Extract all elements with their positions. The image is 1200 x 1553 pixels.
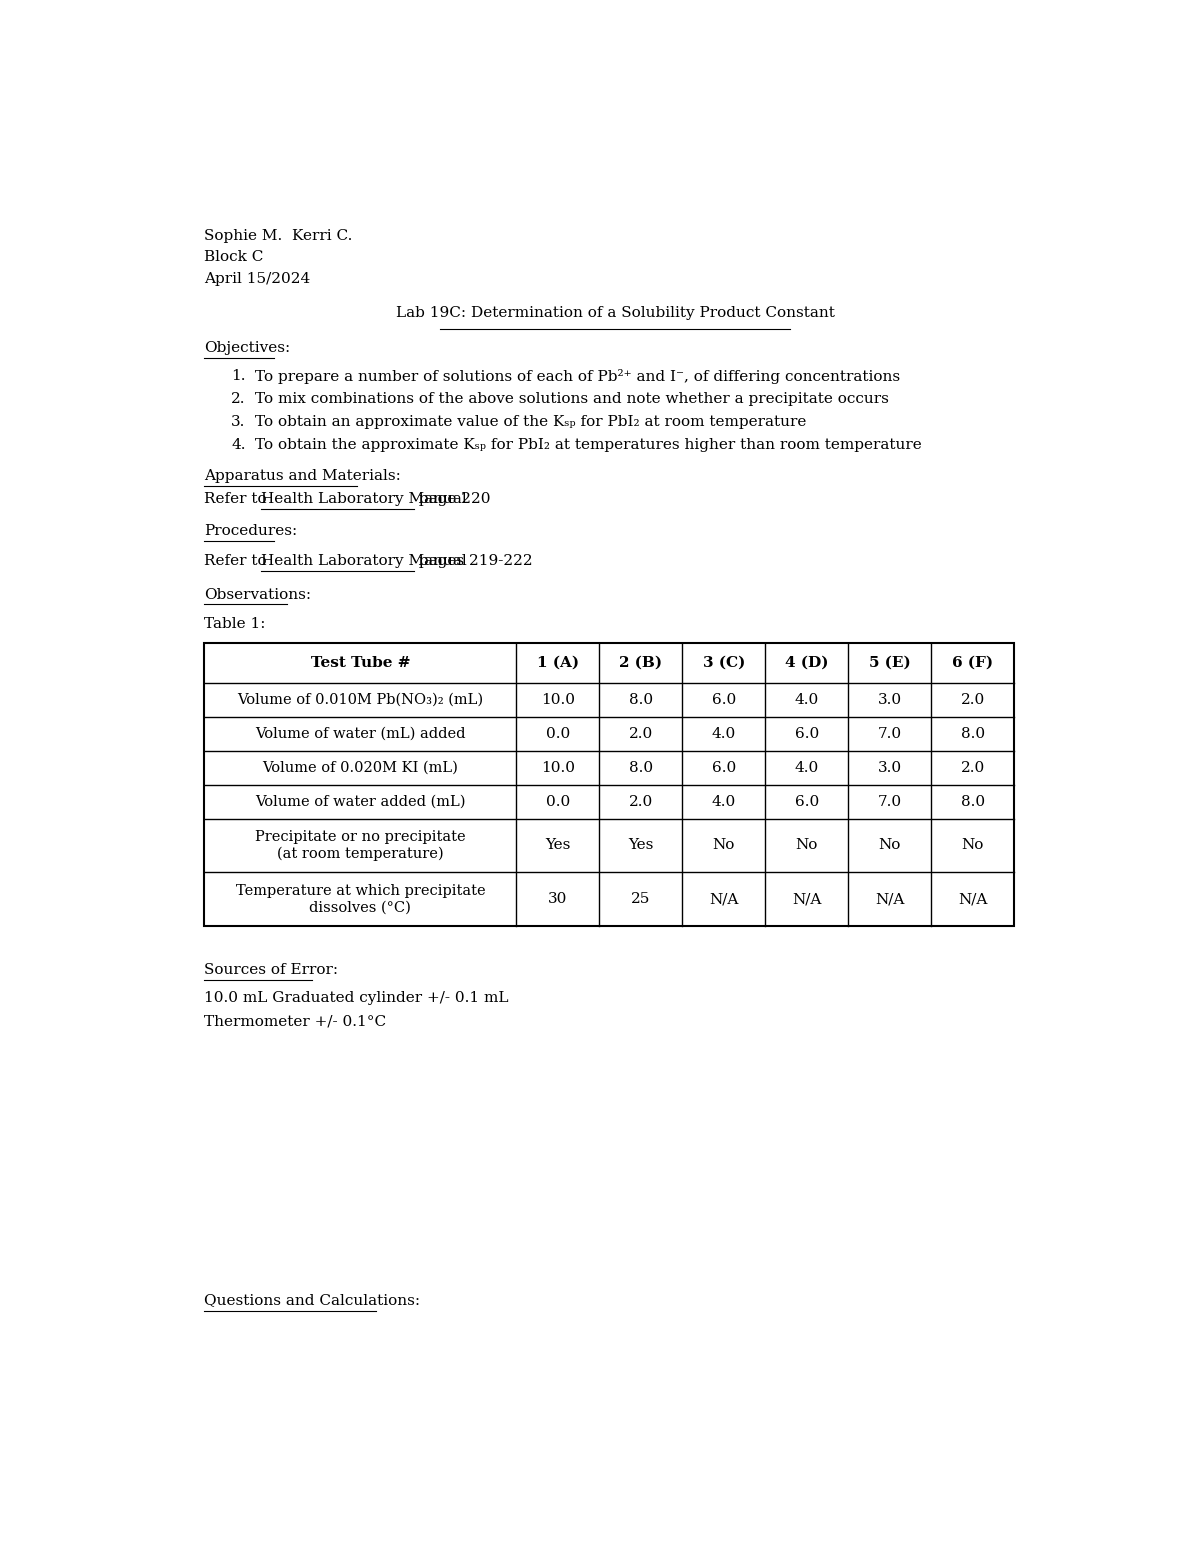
Text: 7.0: 7.0 xyxy=(877,795,901,809)
Text: N/A: N/A xyxy=(958,893,988,907)
Text: 3 (C): 3 (C) xyxy=(703,655,745,669)
Text: 0.0: 0.0 xyxy=(546,795,570,809)
Text: Questions and Calculations:: Questions and Calculations: xyxy=(204,1294,420,1308)
Text: Volume of water (mL) added: Volume of water (mL) added xyxy=(256,727,466,741)
Text: Volume of water added (mL): Volume of water added (mL) xyxy=(256,795,466,809)
Text: No: No xyxy=(961,839,984,853)
Text: 1 (A): 1 (A) xyxy=(536,655,580,669)
Text: To mix combinations of the above solutions and note whether a precipitate occurs: To mix combinations of the above solutio… xyxy=(254,391,888,405)
Text: 6.0: 6.0 xyxy=(712,761,736,775)
Text: 3.0: 3.0 xyxy=(877,693,901,707)
Text: 3.: 3. xyxy=(232,415,246,429)
Text: 3.0: 3.0 xyxy=(877,761,901,775)
Text: 4.0: 4.0 xyxy=(712,795,736,809)
Text: Yes: Yes xyxy=(545,839,571,853)
Text: 8.0: 8.0 xyxy=(960,795,985,809)
Text: 8.0: 8.0 xyxy=(960,727,985,741)
Text: Lab 19C: Determination of a Solubility Product Constant: Lab 19C: Determination of a Solubility P… xyxy=(396,306,834,320)
Text: 5 (E): 5 (E) xyxy=(869,655,911,669)
Text: page 220: page 220 xyxy=(414,492,491,506)
Text: 1.: 1. xyxy=(232,370,246,384)
Text: No: No xyxy=(878,839,901,853)
Text: Refer to: Refer to xyxy=(204,492,271,506)
Bar xyxy=(204,643,1014,683)
Text: April 15/2024: April 15/2024 xyxy=(204,272,311,286)
Text: 2.: 2. xyxy=(232,391,246,405)
Text: 2.0: 2.0 xyxy=(629,795,653,809)
Text: To prepare a number of solutions of each of Pb²⁺ and I⁻, of differing concentrat: To prepare a number of solutions of each… xyxy=(254,370,900,384)
Text: Objectives:: Objectives: xyxy=(204,342,290,356)
Text: Yes: Yes xyxy=(629,839,654,853)
Text: N/A: N/A xyxy=(875,893,905,907)
Text: 7.0: 7.0 xyxy=(877,727,901,741)
Text: 4.0: 4.0 xyxy=(794,693,818,707)
Text: N/A: N/A xyxy=(792,893,822,907)
Text: 4.: 4. xyxy=(232,438,246,452)
Text: Temperature at which precipitate
dissolves (°C): Temperature at which precipitate dissolv… xyxy=(235,884,485,915)
Text: 2.0: 2.0 xyxy=(960,761,985,775)
Text: 25: 25 xyxy=(631,893,650,907)
Text: 6.0: 6.0 xyxy=(712,693,736,707)
Text: To obtain the approximate Kₛₚ for PbI₂ at temperatures higher than room temperat: To obtain the approximate Kₛₚ for PbI₂ a… xyxy=(254,438,922,452)
Text: 30: 30 xyxy=(548,893,568,907)
Text: Table 1:: Table 1: xyxy=(204,617,265,631)
Text: 4.0: 4.0 xyxy=(794,761,818,775)
Text: 8.0: 8.0 xyxy=(629,693,653,707)
Text: 10.0: 10.0 xyxy=(541,693,575,707)
Text: Refer to: Refer to xyxy=(204,554,271,568)
Text: Apparatus and Materials:: Apparatus and Materials: xyxy=(204,469,401,483)
Text: 6.0: 6.0 xyxy=(794,795,818,809)
Bar xyxy=(204,643,1014,926)
Text: 2.0: 2.0 xyxy=(960,693,985,707)
Text: 4.0: 4.0 xyxy=(712,727,736,741)
Text: Health Laboratory Manual: Health Laboratory Manual xyxy=(262,492,467,506)
Text: Volume of 0.020M KI (mL): Volume of 0.020M KI (mL) xyxy=(263,761,458,775)
Text: Block C: Block C xyxy=(204,250,264,264)
Text: No: No xyxy=(713,839,736,853)
Text: Volume of 0.010M Pb(NO₃)₂ (mL): Volume of 0.010M Pb(NO₃)₂ (mL) xyxy=(238,693,484,707)
Text: 6.0: 6.0 xyxy=(794,727,818,741)
Text: 2.0: 2.0 xyxy=(629,727,653,741)
Text: Health Laboratory Manual: Health Laboratory Manual xyxy=(262,554,467,568)
Text: 10.0 mL Graduated cylinder +/- 0.1 mL: 10.0 mL Graduated cylinder +/- 0.1 mL xyxy=(204,991,509,1005)
Text: 10.0: 10.0 xyxy=(541,761,575,775)
Text: pages 219-222: pages 219-222 xyxy=(414,554,533,568)
Text: 0.0: 0.0 xyxy=(546,727,570,741)
Text: Procedures:: Procedures: xyxy=(204,525,298,539)
Text: N/A: N/A xyxy=(709,893,738,907)
Text: Observations:: Observations: xyxy=(204,587,311,601)
Text: 6 (F): 6 (F) xyxy=(952,655,994,669)
Text: 2 (B): 2 (B) xyxy=(619,655,662,669)
Text: Precipitate or no precipitate
(at room temperature): Precipitate or no precipitate (at room t… xyxy=(256,829,466,862)
Text: To obtain an approximate value of the Kₛₚ for PbI₂ at room temperature: To obtain an approximate value of the Kₛ… xyxy=(254,415,806,429)
Text: No: No xyxy=(796,839,818,853)
Text: 4 (D): 4 (D) xyxy=(785,655,828,669)
Text: Sources of Error:: Sources of Error: xyxy=(204,963,338,977)
Text: 8.0: 8.0 xyxy=(629,761,653,775)
Text: Test Tube #: Test Tube # xyxy=(311,655,410,669)
Text: Sophie M.  Kerri C.: Sophie M. Kerri C. xyxy=(204,228,353,242)
Text: Thermometer +/- 0.1°C: Thermometer +/- 0.1°C xyxy=(204,1014,386,1028)
